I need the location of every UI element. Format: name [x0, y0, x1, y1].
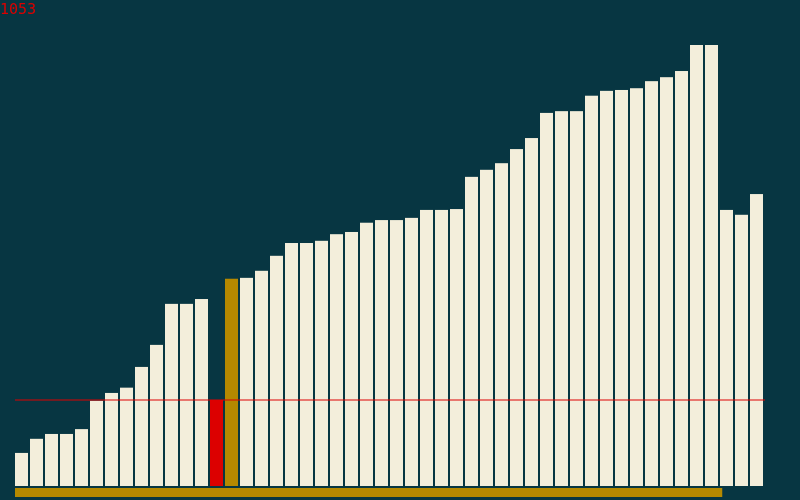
bar-0 [15, 452, 28, 486]
bar-6 [105, 392, 118, 486]
bar-34 [525, 138, 538, 487]
bar-47 [720, 209, 733, 486]
bar-40 [615, 89, 628, 486]
bar-18 [285, 243, 298, 486]
progress-bar [15, 488, 723, 497]
bar-7 [120, 387, 133, 486]
bar-14 [225, 278, 238, 486]
bar-25 [390, 220, 403, 486]
bar-20 [315, 240, 328, 486]
bar-24 [375, 220, 388, 486]
bar-26 [405, 217, 418, 486]
bar-30 [465, 176, 478, 487]
bar-31 [480, 169, 493, 487]
bar-5 [90, 400, 103, 486]
bar-10 [165, 303, 178, 486]
bar-19 [300, 243, 313, 486]
bar-44 [675, 71, 688, 487]
bar-29 [450, 209, 463, 487]
bar-1 [30, 438, 43, 486]
bar-9 [150, 344, 163, 486]
bar-28 [435, 209, 448, 486]
bar-41 [630, 88, 643, 486]
bar-27 [420, 209, 433, 486]
bar-13 [210, 400, 223, 486]
bar-37 [570, 111, 583, 487]
bar-33 [510, 149, 523, 486]
bar-46 [705, 45, 718, 486]
bar-35 [540, 112, 553, 486]
bar-8 [135, 366, 148, 486]
bar-48 [735, 214, 748, 487]
bar-4 [75, 429, 88, 486]
bar-3 [60, 433, 73, 486]
bar-38 [585, 95, 598, 487]
bar-36 [555, 111, 568, 487]
bar-17 [270, 255, 283, 486]
bar-49 [750, 194, 763, 486]
bar-21 [330, 234, 343, 486]
bar-15 [240, 277, 253, 486]
bar-39 [600, 90, 613, 487]
bar-42 [645, 81, 658, 486]
bar-16 [255, 270, 268, 486]
bar-12 [195, 299, 208, 486]
bar-11 [180, 303, 193, 486]
bar-22 [345, 231, 358, 486]
operation-counter: 1053 [0, 0, 37, 18]
bar-45 [690, 45, 703, 486]
bar-2 [45, 433, 58, 486]
bar-32 [495, 163, 508, 486]
bar-43 [660, 77, 673, 486]
bar-23 [360, 222, 373, 486]
